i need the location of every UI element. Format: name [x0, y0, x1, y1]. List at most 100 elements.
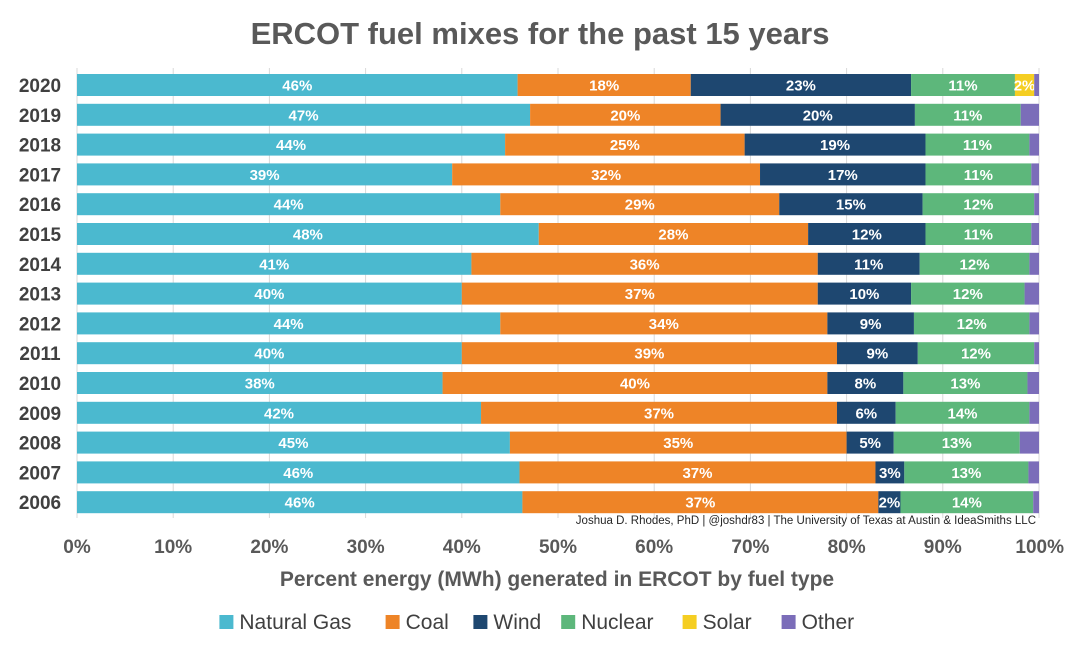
data-label: 9%: [860, 316, 882, 333]
bar-segment-other: [1019, 431, 1039, 454]
legend-item-nuclear: Nuclear: [561, 611, 654, 634]
data-label: 12%: [957, 316, 987, 333]
data-label: 37%: [644, 405, 674, 422]
x-tick-label: 30%: [347, 537, 385, 558]
x-axis-label: Percent energy (MWh) generated in ERCOT …: [280, 568, 834, 591]
bar-segment-nuclear: [914, 103, 1021, 126]
bar-segment-nuclear: [895, 401, 1030, 424]
y-tick-label: 2008: [19, 434, 61, 455]
bar-row-2014: 41% 36% 11% 12%: [77, 252, 1039, 275]
data-label: 12%: [953, 286, 983, 303]
y-tick-label: 2011: [19, 344, 61, 365]
data-label: 40%: [620, 376, 650, 393]
y-tick-label: 2007: [19, 463, 61, 484]
data-label: 11%: [964, 167, 993, 184]
bar-segment-coal: [530, 103, 721, 126]
bar-segment-other: [1034, 74, 1039, 96]
legend-label: Other: [802, 611, 855, 634]
data-label: 13%: [950, 376, 980, 393]
bar-segment-wind: [846, 431, 894, 454]
x-tick-label: 0%: [63, 537, 91, 558]
bar-segment-coal: [471, 252, 818, 275]
data-label: 13%: [942, 435, 972, 452]
bar-segment-wind: [836, 342, 918, 365]
data-label: 8%: [855, 376, 877, 393]
bar-segment-natural-gas: [77, 133, 506, 156]
data-label: 15%: [836, 197, 866, 214]
bar-row-2015: 48% 28% 12% 11%: [77, 223, 1039, 245]
bar-segment-nuclear: [922, 193, 1035, 216]
bar-segment-natural-gas: [77, 103, 531, 126]
bar-segment-wind: [760, 163, 926, 186]
bar-row-2020: 46% 18% 23% 11% 2%: [77, 74, 1039, 96]
legend-swatch: [561, 615, 576, 629]
bar-segment-nuclear: [904, 461, 1029, 484]
data-label: 28%: [658, 227, 688, 244]
data-label: 19%: [820, 137, 850, 154]
data-label: 45%: [278, 435, 308, 452]
stacked-bars: 46% 18% 23% 11% 2%47% 20% 20% 11%44% 25% 19% 11%39…: [77, 74, 1039, 514]
bar-segment-nuclear: [913, 312, 1030, 335]
data-label: 34%: [649, 316, 679, 333]
bar-segment-coal: [500, 193, 780, 216]
bar-segment-coal: [461, 282, 818, 305]
bar-segment-natural-gas: [77, 372, 443, 394]
credit-annotation: Joshua D. Rhodes, PhD | @joshdr83 | The …: [576, 515, 1036, 527]
bar-segment-natural-gas: [77, 74, 518, 96]
data-label: 38%: [245, 376, 275, 393]
bar-segment-other: [1031, 163, 1039, 186]
bar-segment-other: [1029, 133, 1039, 156]
bar-segment-coal: [522, 491, 879, 514]
data-label: 12%: [960, 256, 990, 273]
bar-segment-nuclear: [900, 491, 1034, 514]
bar-segment-wind: [808, 223, 926, 245]
data-label: 46%: [285, 495, 315, 512]
bar-segment-coal: [442, 372, 828, 394]
bar-row-2012: 44% 34% 9% 12%: [77, 312, 1039, 335]
legend-swatch: [682, 615, 697, 629]
bar-segment-wind: [817, 282, 912, 305]
chart-title: ERCOT fuel mixes for the past 15 years: [251, 16, 830, 51]
x-tick-label: 10%: [154, 537, 192, 558]
bar-row-2009: 42% 37% 6% 14%: [77, 401, 1039, 424]
data-label: 12%: [961, 346, 991, 363]
bar-segment-wind: [779, 193, 923, 216]
bar-row-2007: 46% 37% 3% 13%: [77, 461, 1039, 484]
y-tick-label: 2019: [19, 106, 61, 127]
bar-segment-wind: [720, 103, 915, 126]
data-label: 6%: [855, 405, 877, 422]
data-label: 29%: [625, 197, 655, 214]
bar-segment-coal: [461, 342, 837, 365]
legend-item-solar: Solar: [682, 611, 752, 634]
y-tick-label: 2016: [19, 195, 61, 216]
data-label: 12%: [963, 197, 993, 214]
data-label: 20%: [610, 107, 640, 124]
bar-segment-other: [1034, 342, 1039, 365]
x-tick-label: 40%: [443, 537, 481, 558]
data-label: 14%: [948, 405, 978, 422]
data-label: 44%: [274, 316, 304, 333]
bar-row-2006: 46% 37% 2% 14%: [77, 491, 1039, 514]
data-label: 13%: [951, 465, 981, 482]
bar-segment-wind: [836, 401, 896, 424]
legend-label: Solar: [703, 611, 752, 634]
bar-segment-wind: [744, 133, 926, 156]
bar-row-2013: 40% 37% 10% 12%: [77, 282, 1039, 305]
bar-segment-other: [1033, 491, 1039, 514]
data-label: 36%: [630, 256, 660, 273]
bar-segment-other: [1029, 401, 1039, 424]
bar-segment-natural-gas: [77, 223, 539, 245]
data-label: 2%: [879, 495, 901, 512]
bar-row-2018: 44% 25% 19% 11%: [77, 133, 1039, 156]
bar-segment-natural-gas: [77, 252, 472, 275]
data-label: 11%: [963, 137, 992, 154]
bar-segment-nuclear: [925, 133, 1030, 156]
bar-segment-wind: [827, 312, 914, 335]
x-tick-label: 80%: [828, 537, 866, 558]
bar-segment-other: [1020, 103, 1039, 126]
legend-label: Coal: [406, 611, 449, 634]
y-tick-label: 2010: [19, 374, 61, 395]
data-label: 11%: [854, 256, 883, 273]
bar-segment-natural-gas: [77, 193, 501, 216]
